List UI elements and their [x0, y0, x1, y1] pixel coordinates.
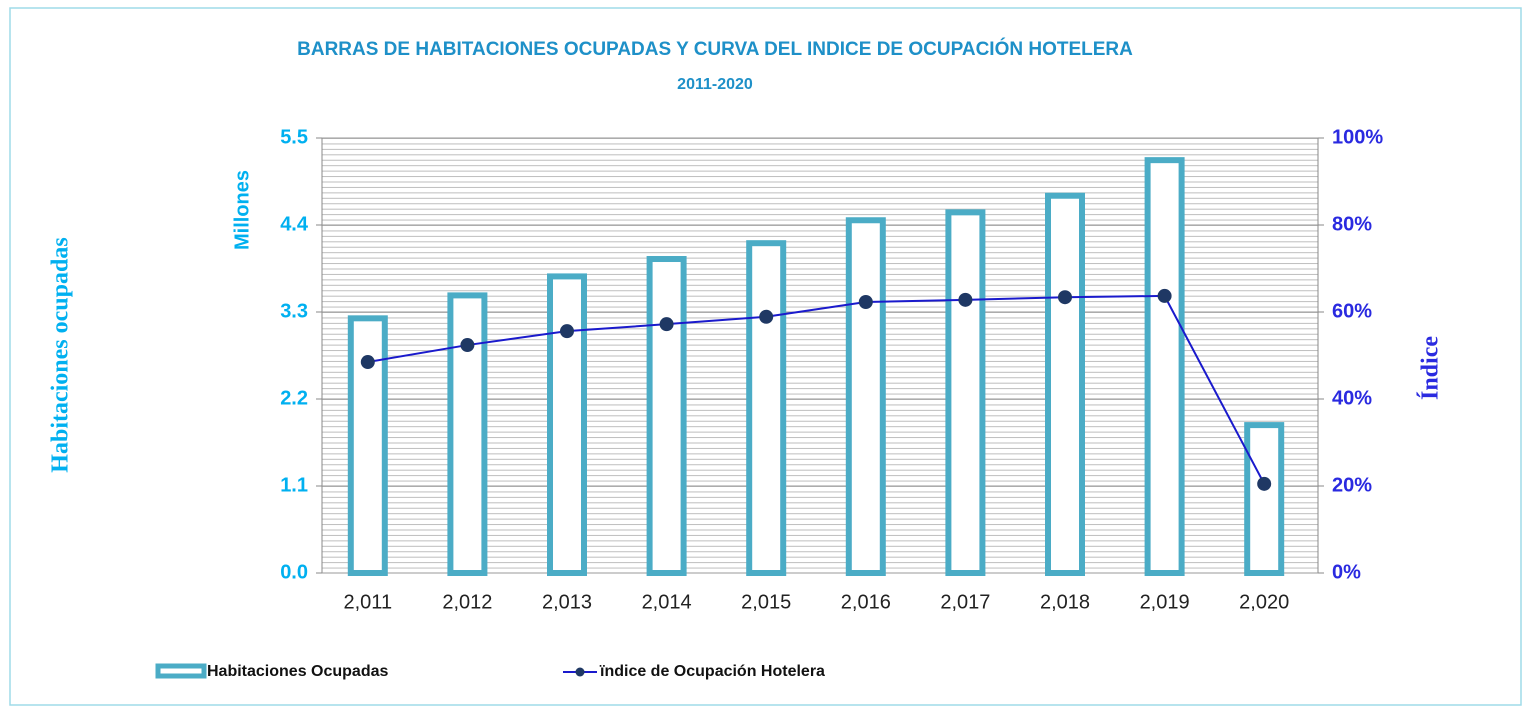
x-tick-label: 2,018	[1040, 591, 1090, 613]
y-tick-label: 3.3	[280, 300, 308, 322]
marker	[1257, 476, 1272, 491]
x-tick-label: 2,017	[940, 591, 990, 613]
y2-tick-label: 40%	[1332, 387, 1372, 409]
marker	[1058, 290, 1072, 305]
legend-label: Habitaciones Ocupadas	[207, 663, 388, 680]
y2-tick-label: 60%	[1332, 300, 1372, 322]
y-tick-label: 0.0	[280, 561, 308, 583]
y2-axis-title: Índice	[1418, 336, 1444, 400]
x-tick-label: 2,015	[741, 591, 791, 613]
bar	[945, 209, 986, 576]
marker	[460, 338, 475, 353]
y-tick-label: 2.2	[280, 387, 308, 409]
y-tick-label: 1.1	[280, 474, 308, 496]
x-tick-label: 2,011	[344, 591, 393, 613]
x-tick-label: 2,020	[1239, 591, 1289, 613]
bar	[547, 273, 587, 576]
marker	[759, 309, 774, 324]
y-unit-label: Millones	[231, 170, 253, 250]
marker	[360, 355, 375, 370]
bar	[1045, 192, 1085, 576]
bar	[1244, 422, 1285, 576]
legend-swatch	[575, 667, 585, 677]
x-tick-label: 2,012	[442, 591, 492, 613]
legend-swatch	[155, 663, 207, 679]
bar	[1144, 157, 1185, 577]
marker	[958, 292, 973, 307]
marker	[1157, 288, 1172, 303]
y-tick-label: 5.5	[280, 126, 308, 148]
y2-tick-label: 20%	[1332, 474, 1372, 496]
chart-subtitle: 2011-2020	[677, 76, 753, 93]
bar	[646, 256, 687, 576]
y2-tick-label: 0%	[1332, 561, 1361, 583]
marker	[560, 324, 574, 339]
x-tick-label: 2,019	[1140, 591, 1190, 613]
x-tick-label: 2,016	[841, 591, 891, 613]
line	[367, 294, 1266, 485]
x-tick-label: 2,014	[642, 591, 692, 613]
legend-label: ïndice de Ocupación Hotelera	[599, 663, 825, 680]
x-tick-label: 2,013	[542, 591, 592, 613]
marker	[858, 294, 873, 309]
bar	[746, 240, 787, 576]
y-tick-label: 4.4	[280, 213, 309, 235]
chart-title: BARRAS DE HABITACIONES OCUPADAS Y CURVA …	[297, 38, 1133, 60]
marker	[659, 317, 674, 332]
bar	[845, 217, 886, 576]
bar	[447, 292, 488, 576]
y-axis-title: Habitaciones ocupadas	[48, 237, 74, 472]
y2-tick-label: 100%	[1332, 126, 1383, 148]
y2-tick-label: 80%	[1332, 213, 1372, 235]
